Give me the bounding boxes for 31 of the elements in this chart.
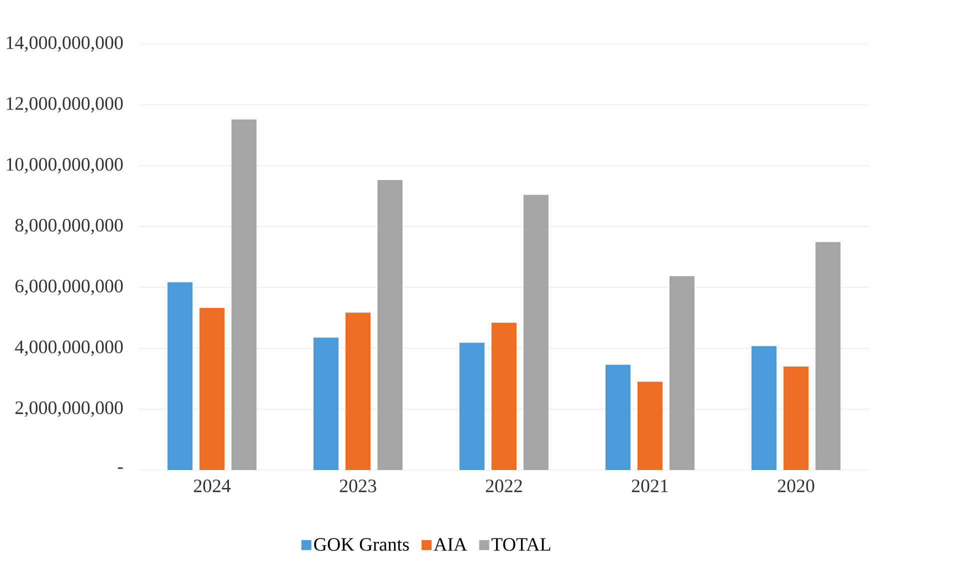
x-tick-label: 2021 [632, 480, 668, 492]
y-tick-label: 8,000,000,000 [15, 218, 123, 234]
legend-label: GOK Grants [314, 538, 409, 551]
y-tick-label: 12,000,000,000 [6, 97, 123, 113]
x-tick-label: 2023 [340, 480, 376, 492]
y-tick-label: - [118, 467, 123, 469]
legend-label: AIA [434, 538, 468, 551]
y-tick-label: 10,000,000,000 [6, 158, 123, 174]
bar [314, 338, 339, 470]
bar [670, 276, 695, 470]
bar [200, 308, 224, 470]
x-tick-label: 2024 [194, 480, 231, 492]
bar [168, 282, 192, 470]
bar [638, 382, 663, 470]
x-tick-label: 2022 [486, 480, 522, 492]
bar [346, 312, 371, 470]
y-tick-label: 6,000,000,000 [15, 280, 123, 296]
bar [524, 194, 549, 470]
y-tick-label: 14,000,000,000 [6, 36, 123, 52]
bar [752, 346, 777, 470]
x-tick-label: 2020 [778, 480, 814, 492]
y-tick-label: 4,000,000,000 [15, 340, 123, 356]
bar [232, 119, 257, 470]
legend-label: TOTAL [492, 538, 550, 551]
bar [378, 180, 403, 470]
bar [784, 366, 809, 470]
y-tick-label: 2,000,000,000 [15, 401, 123, 417]
bar [492, 322, 517, 470]
bar [460, 342, 485, 470]
bar [606, 364, 631, 470]
bar [816, 242, 841, 470]
